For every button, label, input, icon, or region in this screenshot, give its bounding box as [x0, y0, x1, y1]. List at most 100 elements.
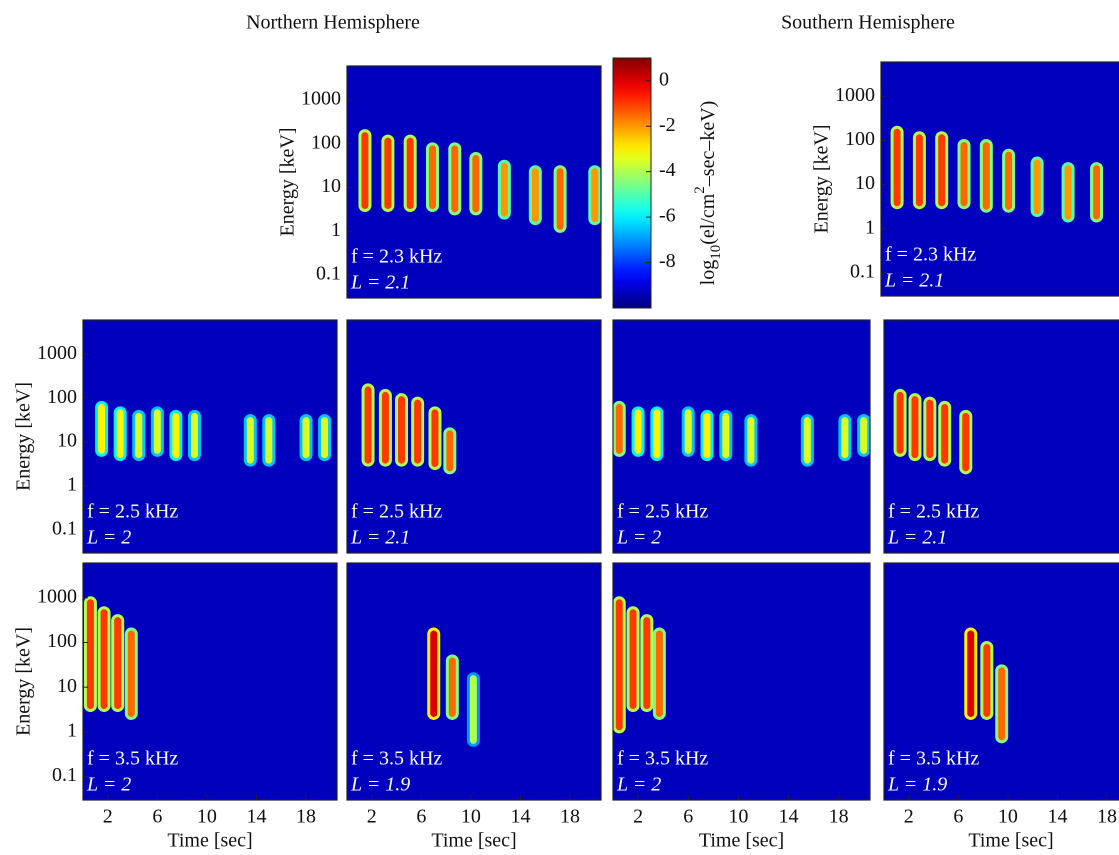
- burst: [626, 606, 640, 713]
- annotation: f = 3.5 kHz: [351, 748, 442, 770]
- y-tick-label: 0.1: [850, 261, 875, 283]
- x-tick-label: 14: [779, 806, 799, 828]
- burst: [800, 414, 814, 467]
- burst: [445, 654, 459, 720]
- burst: [995, 664, 1009, 744]
- burst: [466, 672, 480, 747]
- burst: [395, 393, 409, 467]
- annotation: f = 2.5 kHz: [888, 501, 979, 523]
- burst: [613, 400, 626, 457]
- burst: [361, 383, 375, 467]
- y-tick-label: 0.1: [316, 263, 341, 285]
- panel: [347, 320, 601, 553]
- burst: [935, 131, 949, 210]
- panel-background: [884, 320, 1119, 553]
- annotation: L = 2.1: [887, 527, 947, 549]
- panel: [83, 563, 337, 800]
- burst: [428, 406, 442, 471]
- burst: [1030, 156, 1044, 217]
- burst: [497, 159, 511, 220]
- y-tick-label: 1: [67, 474, 77, 496]
- annotation: L = 2: [86, 774, 131, 796]
- panel: [613, 563, 870, 800]
- colorbar-label-part: –sec–keV): [697, 101, 719, 188]
- burst: [652, 627, 666, 720]
- burst: [959, 409, 973, 475]
- y-tick-label: 1000: [301, 88, 341, 110]
- panel-frame: [346, 319, 602, 554]
- x-tick-label: 6: [683, 806, 693, 828]
- annotation: f = 3.5 kHz: [888, 748, 979, 770]
- colorbar-tick-label: -8: [659, 250, 676, 272]
- y-tick-label: 100: [47, 630, 77, 652]
- burst: [1090, 162, 1104, 223]
- colorbar-tick-label: -4: [659, 159, 676, 181]
- burst: [403, 134, 417, 212]
- x-tick-label: 2: [103, 806, 113, 828]
- burst: [719, 409, 733, 462]
- colorbar-label-part: (el/cm: [697, 193, 719, 245]
- y-tick-label: 10: [855, 172, 875, 194]
- x-tick-label: 2: [904, 806, 914, 828]
- colorbar-label-part: 10: [708, 245, 724, 260]
- colorbar-label-part: 2: [692, 186, 708, 194]
- x-axis-label: Time [sec]: [431, 830, 516, 852]
- y-axis-label: Energy [keV]: [13, 627, 35, 736]
- burst: [923, 396, 937, 462]
- burst: [95, 400, 109, 457]
- y-tick-label: 100: [845, 128, 875, 150]
- burst: [908, 393, 922, 462]
- burst: [912, 131, 926, 210]
- burst: [132, 409, 146, 462]
- x-tick-label: 14: [246, 806, 266, 828]
- burst: [243, 414, 257, 467]
- x-tick-label: 18: [296, 806, 316, 828]
- colorbar: [612, 57, 652, 309]
- annotation: L = 1.9: [887, 774, 947, 796]
- burst: [97, 606, 111, 713]
- x-tick-label: 18: [1097, 806, 1117, 828]
- panel-frame: [883, 319, 1119, 554]
- y-tick-label: 1: [67, 720, 77, 742]
- y-tick-label: 1000: [37, 342, 77, 364]
- x-tick-label: 18: [829, 806, 849, 828]
- annotation: f = 3.5 kHz: [617, 748, 708, 770]
- y-axis-label: Energy [keV]: [13, 382, 35, 491]
- panel-frame: [82, 319, 338, 554]
- burst: [938, 400, 952, 467]
- y-tick-label: 1: [331, 219, 341, 241]
- burst: [890, 125, 904, 210]
- x-tick-label: 6: [953, 806, 963, 828]
- panel-frame: [612, 319, 871, 554]
- burst: [528, 165, 542, 226]
- annotation: f = 2.5 kHz: [617, 501, 708, 523]
- burst: [964, 627, 978, 720]
- burst: [378, 388, 392, 467]
- colorbar-tick-label: -6: [659, 205, 676, 227]
- burst: [169, 409, 183, 462]
- burst: [700, 409, 714, 462]
- x-tick-label: 6: [152, 806, 162, 828]
- y-tick-label: 100: [311, 131, 341, 153]
- colorbar-tick-label: -2: [659, 114, 676, 136]
- burst: [681, 406, 695, 457]
- panel: [884, 320, 1119, 553]
- panel: [613, 320, 870, 553]
- x-axis-label: Time [sec]: [968, 830, 1053, 852]
- burst: [744, 414, 758, 467]
- x-tick-label: 2: [633, 806, 643, 828]
- y-tick-label: 10: [57, 675, 77, 697]
- panel-frame: [346, 65, 602, 299]
- burst: [957, 138, 971, 210]
- burst: [427, 627, 441, 720]
- column-title: Southern Hemisphere: [781, 12, 955, 34]
- y-axis-label: Energy [keV]: [277, 127, 299, 236]
- burst: [640, 614, 654, 713]
- burst: [411, 396, 425, 467]
- x-tick-label: 6: [416, 806, 426, 828]
- panel: [347, 66, 601, 298]
- x-tick-label: 10: [998, 806, 1018, 828]
- x-tick-label: 10: [197, 806, 217, 828]
- y-tick-label: 0.1: [52, 764, 77, 786]
